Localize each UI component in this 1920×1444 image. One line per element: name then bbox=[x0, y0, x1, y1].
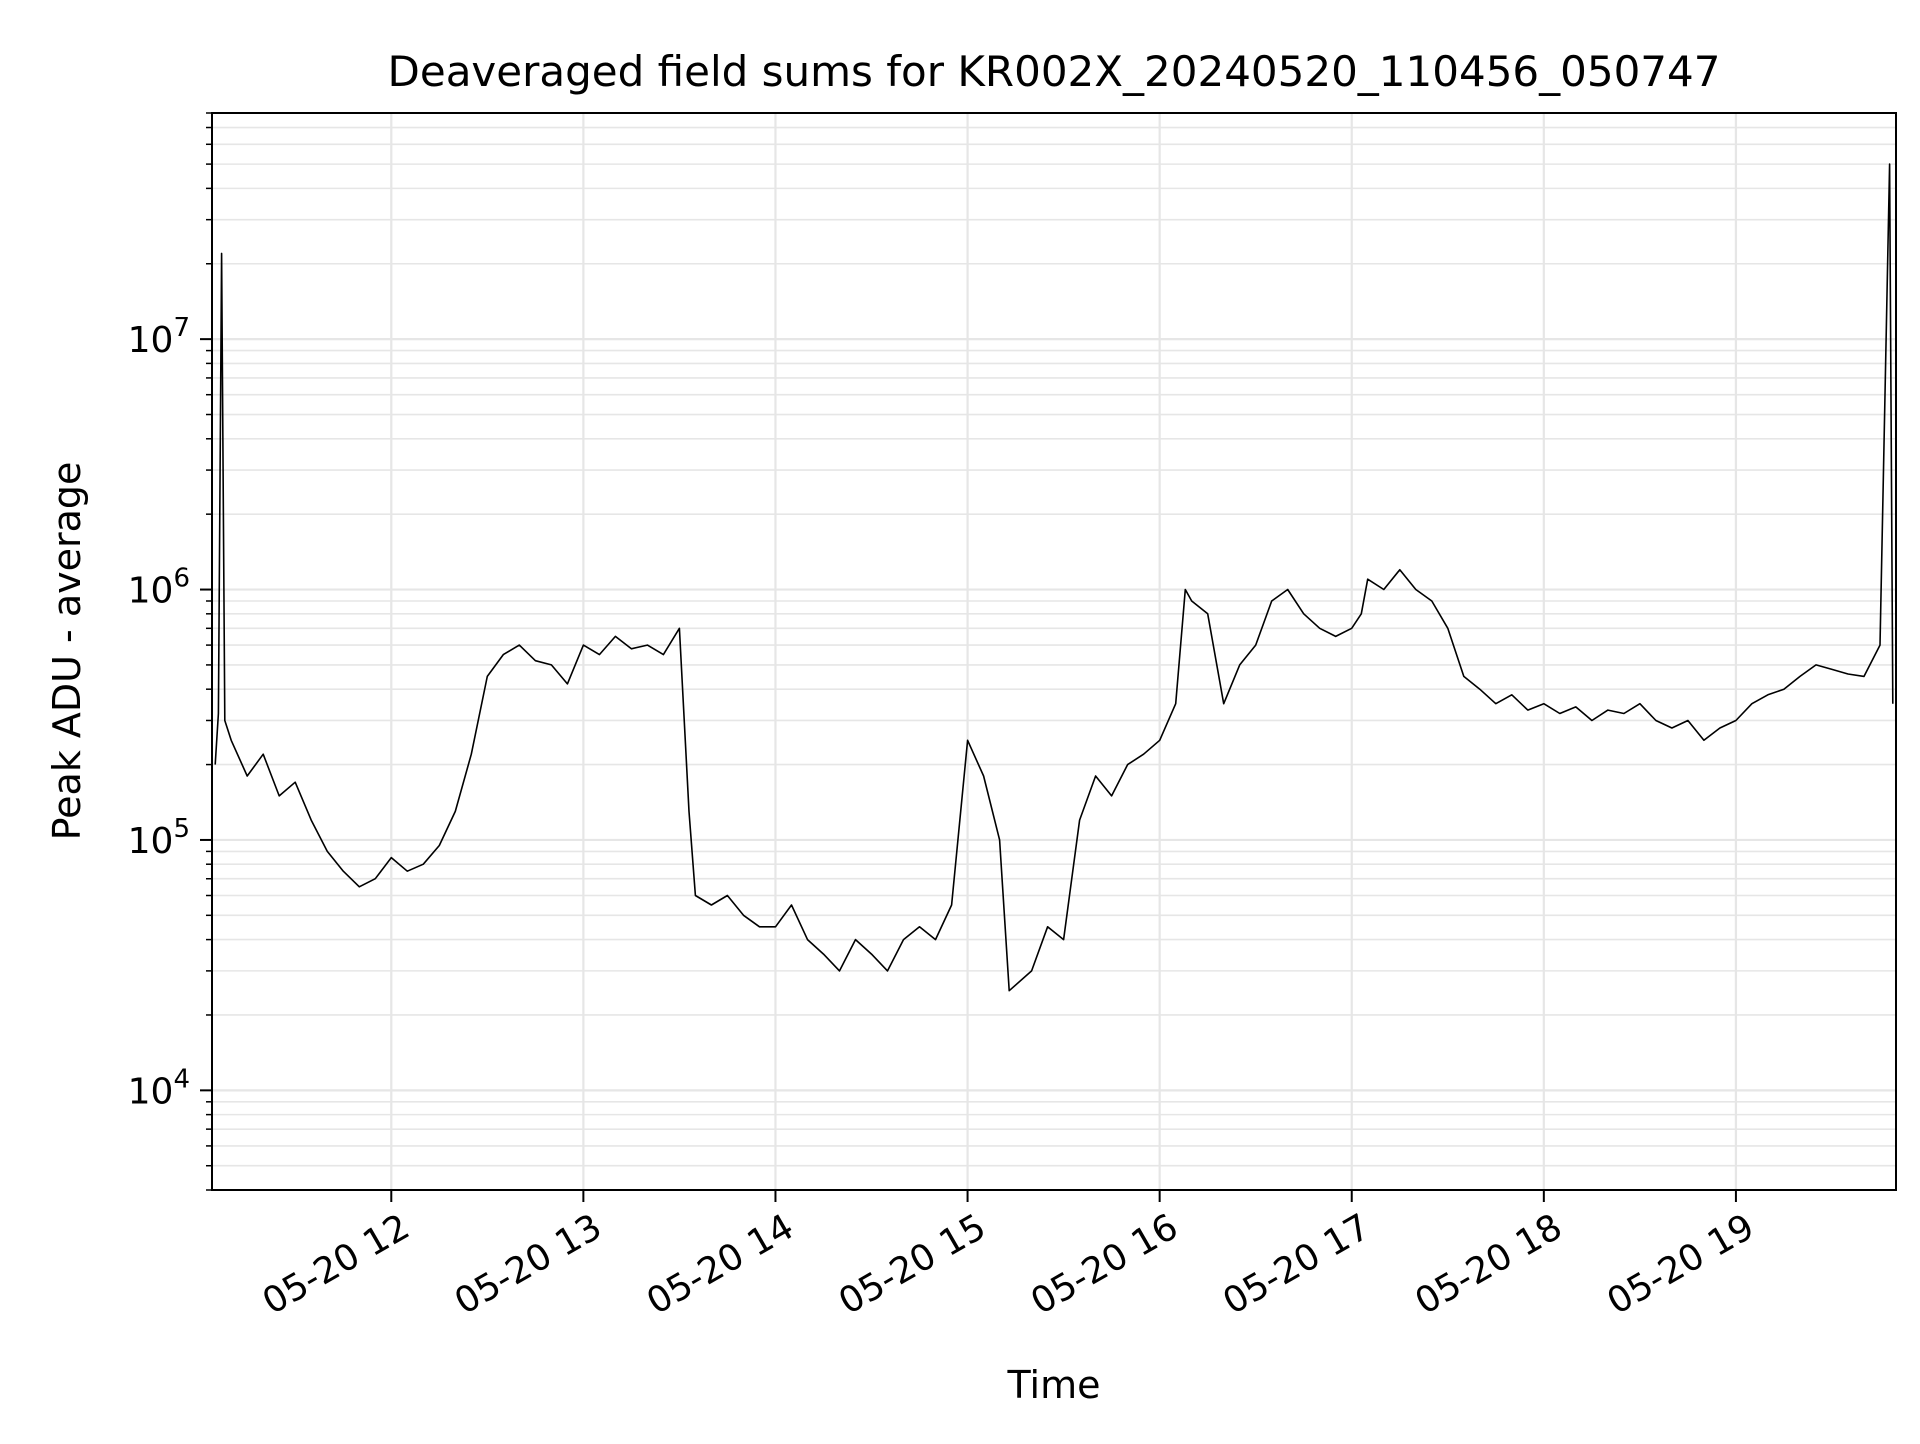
y-tick-label: 105 bbox=[128, 814, 190, 862]
series-line bbox=[214, 163, 1894, 992]
x-tick-label: 05-20 14 bbox=[640, 1206, 801, 1322]
grid bbox=[212, 112, 1896, 1191]
x-tick-label: 05-20 19 bbox=[1601, 1206, 1762, 1322]
x-tick-label: 05-20 12 bbox=[256, 1206, 417, 1322]
x-tick-label: 05-20 17 bbox=[1216, 1206, 1377, 1322]
x-tick-label: 05-20 15 bbox=[832, 1206, 993, 1322]
series-layer bbox=[214, 163, 1894, 992]
y-tick-label: 107 bbox=[128, 313, 190, 361]
x-axis-label: Time bbox=[1007, 1363, 1101, 1407]
x-tick-label: 05-20 13 bbox=[448, 1206, 609, 1322]
y-tick-label: 104 bbox=[128, 1064, 190, 1112]
y-tick-label: 106 bbox=[128, 564, 190, 612]
chart-title: Deaveraged field sums for KR002X_2024052… bbox=[388, 47, 1721, 96]
axes-frame bbox=[211, 112, 1897, 1191]
y-axis: 104 105 106 107 bbox=[128, 112, 212, 1191]
x-tick-label: 05-20 18 bbox=[1408, 1206, 1569, 1322]
y-axis-label: Peak ADU - average bbox=[45, 462, 89, 841]
x-axis: 05-20 12 05-20 13 05-20 14 05-20 15 05-20 16… bbox=[256, 1190, 1761, 1323]
x-tick-label: 05-20 16 bbox=[1024, 1206, 1185, 1322]
